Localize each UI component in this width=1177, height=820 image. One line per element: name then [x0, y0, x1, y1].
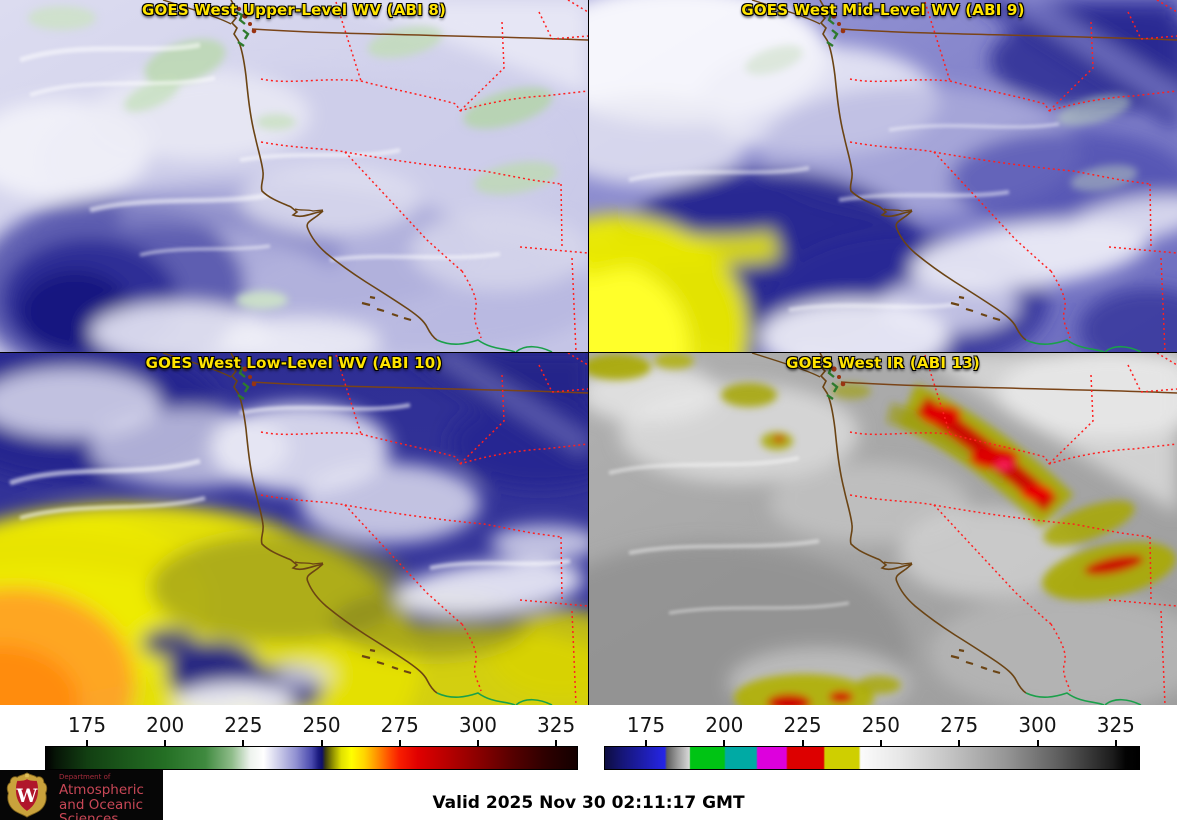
- low-level-wv-image: [0, 353, 588, 705]
- colorbar-tick-label: 225: [783, 713, 822, 737]
- colorbar-tick-label: 175: [67, 713, 107, 737]
- colorbar-tick-mark: [1036, 740, 1039, 746]
- panel-ir: GOES West IR (ABI 13): [589, 353, 1177, 705]
- colorbar-tick-label: 325: [537, 713, 576, 737]
- ir-image: [589, 353, 1177, 705]
- colorbar-tick-label: 175: [626, 713, 666, 737]
- logo-dept-line: Department of: [59, 773, 111, 781]
- colorbar-tick-mark: [645, 740, 648, 746]
- colorbar-tick-label: 300: [1018, 713, 1057, 737]
- colorbar-wv-gradient: [45, 746, 578, 770]
- colorbar-tick-mark: [398, 740, 401, 746]
- colorbar-tick-label: 250: [302, 713, 341, 737]
- colorbar-wv-labels: 175 200 225 250 275 300 325: [45, 712, 578, 740]
- panel-title-low-wv: GOES West Low-Level WV (ABI 10): [145, 354, 443, 372]
- colorbar-tick-mark: [476, 740, 479, 746]
- panel-title-ir: GOES West IR (ABI 13): [786, 354, 980, 372]
- svg-text:W: W: [16, 786, 39, 807]
- colorbar-tick-label: 200: [146, 713, 185, 737]
- panel-title-mid-wv: GOES West Mid-Level WV (ABI 9): [741, 1, 1025, 19]
- panel-mid-level-wv: GOES West Mid-Level WV (ABI 9): [589, 0, 1177, 352]
- colorbar-ir-gradient: [604, 746, 1140, 770]
- colorbar-ir-ticks: [604, 740, 1140, 746]
- valid-timestamp: Valid 2025 Nov 30 02:11:17 GMT: [432, 793, 745, 813]
- colorbar-tick-label: 200: [705, 713, 744, 737]
- colorbar-tick-mark: [879, 740, 882, 746]
- logo-oceanic-line: and Oceanic Sciences: [59, 796, 144, 820]
- logo-atmospheric-line: Atmospheric: [59, 782, 144, 799]
- colorbar-wv-ticks: [45, 740, 578, 746]
- colorbar-tick-label: 300: [458, 713, 498, 737]
- colorbar-tick-label: 275: [380, 713, 419, 737]
- colorbar-tick-mark: [555, 740, 558, 746]
- panel-title-upper-wv: GOES West Upper-Level WV (ABI 8): [141, 1, 447, 19]
- colorbar-tick-label: 250: [861, 713, 900, 737]
- colorbar-tick-mark: [1114, 740, 1117, 746]
- colorbar-wv: 175 200 225 250 275 300 325: [45, 712, 578, 770]
- uw-crest-icon: W: [6, 772, 48, 818]
- colorbar-tick-mark: [801, 740, 804, 746]
- colorbar-tick-mark: [242, 740, 245, 746]
- mid-level-wv-image: [589, 0, 1177, 352]
- colorbar-ir-labels: 175 200 225 250 275 300 325: [604, 712, 1140, 740]
- colorbar-tick-mark: [958, 740, 961, 746]
- panel-grid: GOES West Upper-Level WV (ABI 8): [0, 0, 1177, 705]
- colorbar-tick-label: 325: [1096, 713, 1135, 737]
- colorbar-tick-mark: [320, 740, 323, 746]
- aos-logo-text: Department of Atmospheric and Oceanic Sc…: [59, 773, 163, 820]
- colorbar-tick-mark: [164, 740, 167, 746]
- colorbar-tick-label: 275: [940, 713, 979, 737]
- colorbar-ir: 175 200 225 250 275 300 325: [604, 712, 1140, 770]
- colorbar-tick-mark: [723, 740, 726, 746]
- panel-upper-level-wv: GOES West Upper-Level WV (ABI 8): [0, 0, 588, 352]
- panel-low-level-wv: GOES West Low-Level WV (ABI 10): [0, 353, 588, 705]
- aos-logo: W Department of Atmospheric and Oceanic …: [0, 770, 163, 820]
- colorbar-tick-label: 225: [224, 713, 263, 737]
- colorbar-tick-mark: [86, 740, 88, 746]
- upper-level-wv-image: [0, 0, 588, 352]
